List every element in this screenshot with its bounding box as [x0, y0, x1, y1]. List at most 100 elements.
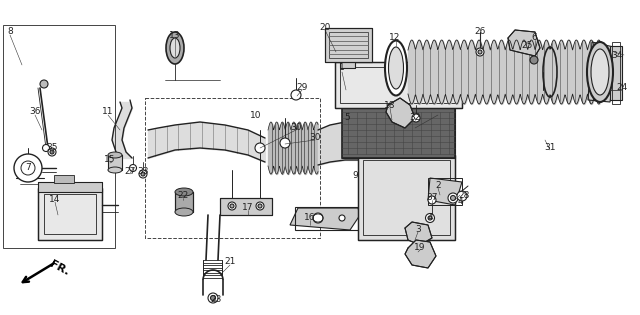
Circle shape: [313, 213, 323, 223]
Bar: [44, 194, 96, 234]
Text: 11: 11: [102, 107, 114, 117]
Circle shape: [230, 204, 234, 208]
Bar: [440, 55, 455, 68]
Text: 19: 19: [414, 243, 426, 253]
Polygon shape: [38, 182, 102, 192]
Text: 8: 8: [7, 27, 13, 37]
Bar: [175, 192, 193, 212]
Ellipse shape: [591, 49, 609, 95]
Bar: [363, 160, 450, 235]
Text: 31: 31: [544, 144, 556, 152]
Bar: [340, 67, 457, 103]
Text: 30: 30: [291, 123, 301, 133]
Text: 29: 29: [296, 83, 308, 93]
Polygon shape: [340, 55, 355, 68]
Circle shape: [339, 215, 345, 221]
Bar: [325, 28, 372, 62]
Ellipse shape: [587, 42, 613, 102]
Polygon shape: [220, 198, 272, 215]
Polygon shape: [108, 155, 122, 170]
Text: 25: 25: [522, 41, 532, 49]
Text: 15: 15: [104, 156, 116, 164]
Ellipse shape: [166, 32, 184, 64]
Circle shape: [256, 202, 264, 210]
Text: 17: 17: [243, 203, 253, 213]
Polygon shape: [588, 42, 618, 102]
Circle shape: [40, 80, 48, 88]
Circle shape: [428, 216, 432, 220]
Text: 6: 6: [531, 33, 537, 43]
Text: 36: 36: [29, 107, 41, 117]
Text: 7: 7: [25, 163, 31, 173]
Circle shape: [476, 48, 484, 56]
Text: 14: 14: [49, 196, 61, 204]
Circle shape: [451, 196, 456, 201]
Bar: [38, 182, 102, 192]
Ellipse shape: [108, 167, 122, 173]
Text: 21: 21: [224, 257, 236, 266]
Bar: [220, 198, 272, 215]
Circle shape: [426, 214, 435, 222]
Text: 13: 13: [169, 31, 180, 39]
Polygon shape: [440, 55, 455, 68]
Bar: [342, 108, 455, 158]
Text: 2: 2: [435, 181, 441, 191]
Circle shape: [228, 202, 236, 210]
Circle shape: [208, 293, 218, 303]
Bar: [145, 98, 320, 238]
Circle shape: [14, 154, 42, 182]
Ellipse shape: [175, 188, 193, 196]
Text: 35: 35: [46, 144, 58, 152]
Circle shape: [478, 50, 482, 54]
Circle shape: [291, 90, 301, 100]
Circle shape: [211, 295, 216, 301]
Text: 5: 5: [344, 113, 350, 123]
Polygon shape: [405, 222, 432, 245]
Polygon shape: [508, 30, 540, 56]
Ellipse shape: [388, 47, 403, 89]
Circle shape: [129, 164, 136, 171]
Circle shape: [48, 148, 56, 156]
Text: 27: 27: [124, 168, 136, 176]
Circle shape: [530, 56, 538, 64]
Text: FR.: FR.: [48, 259, 71, 277]
Bar: [358, 155, 455, 240]
Polygon shape: [175, 192, 193, 212]
Polygon shape: [428, 178, 462, 205]
Circle shape: [258, 204, 262, 208]
Text: 33: 33: [137, 168, 148, 176]
Ellipse shape: [385, 41, 407, 95]
Text: 16: 16: [304, 214, 316, 222]
Text: 32: 32: [410, 113, 420, 123]
Ellipse shape: [170, 38, 180, 58]
Bar: [3, 25, 115, 248]
Text: 4: 4: [427, 214, 433, 222]
Circle shape: [428, 196, 436, 204]
Bar: [610, 46, 622, 100]
Text: 4: 4: [457, 198, 463, 207]
Bar: [612, 42, 620, 104]
Polygon shape: [38, 188, 102, 240]
Text: 24: 24: [616, 83, 628, 93]
Text: 28: 28: [458, 191, 470, 199]
Text: 9: 9: [352, 170, 358, 180]
Circle shape: [139, 170, 147, 178]
Circle shape: [457, 191, 467, 201]
Circle shape: [50, 150, 54, 154]
Text: 37: 37: [426, 193, 438, 203]
Circle shape: [255, 143, 265, 153]
Text: 18: 18: [384, 100, 396, 110]
Text: 30: 30: [309, 134, 321, 142]
Text: 26: 26: [474, 27, 486, 37]
Polygon shape: [358, 155, 455, 240]
Text: 20: 20: [319, 24, 331, 32]
Circle shape: [412, 114, 420, 122]
Polygon shape: [325, 28, 372, 62]
Bar: [335, 62, 462, 108]
Circle shape: [280, 138, 290, 148]
Text: 3: 3: [415, 225, 421, 233]
Polygon shape: [342, 108, 455, 158]
Bar: [38, 188, 102, 240]
Ellipse shape: [108, 152, 122, 158]
Circle shape: [21, 161, 35, 175]
